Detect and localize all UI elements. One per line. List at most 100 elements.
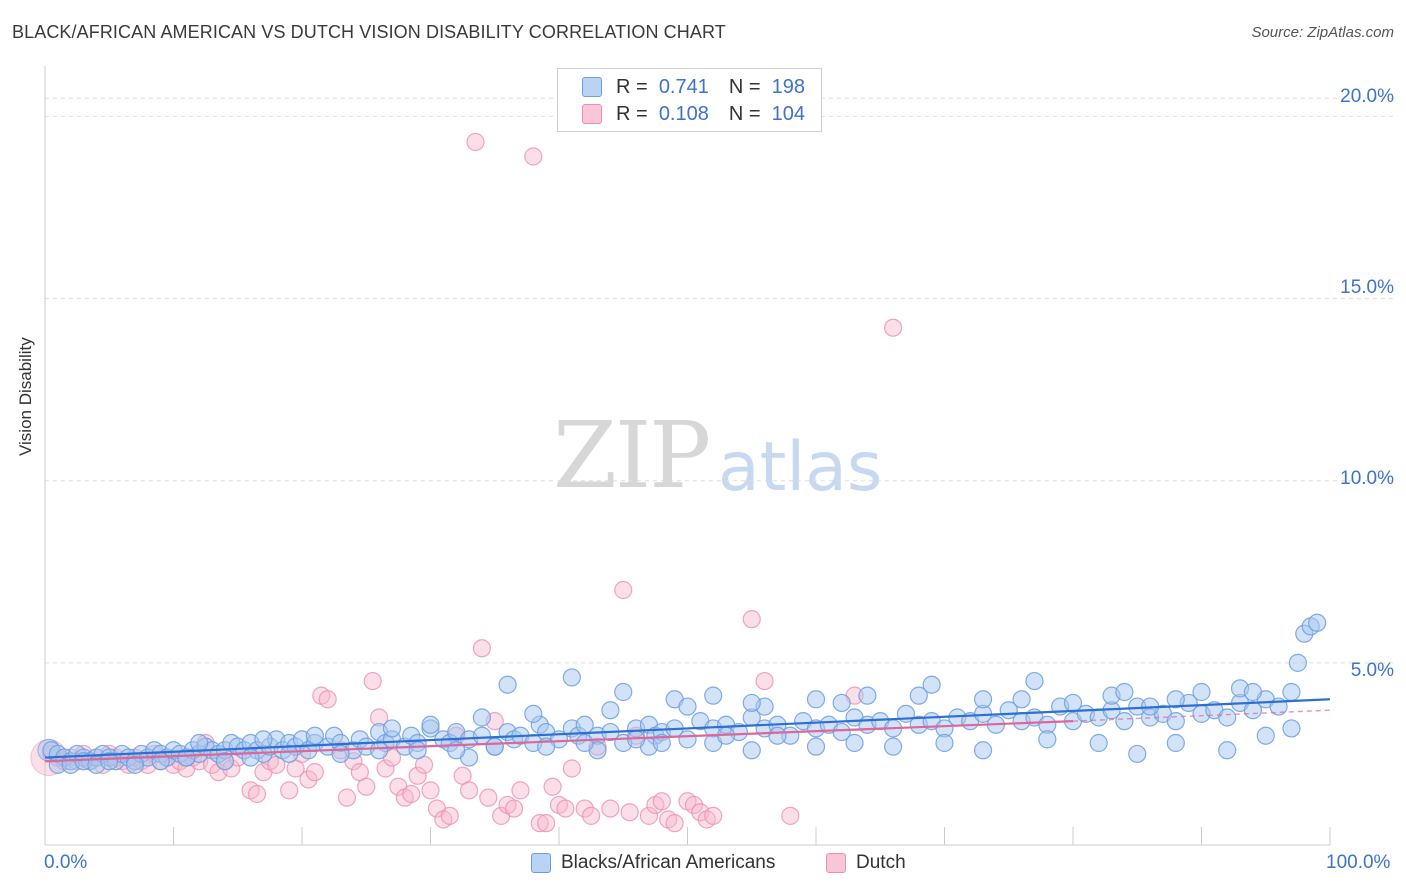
watermark-zip: ZIP: [553, 402, 711, 509]
black-point-143: [1282, 719, 1301, 738]
legend-r-value-1: 0.741: [658, 75, 709, 98]
dutch-point-96: [755, 671, 774, 691]
legend-r-label-1: R =: [616, 75, 648, 98]
black-point-163: [1256, 726, 1275, 745]
black-point-188: [215, 752, 234, 771]
black-point-168: [421, 715, 440, 734]
dutch-point-78: [575, 799, 594, 818]
legend-r-label-2: R =: [616, 102, 648, 125]
black-point-160: [1128, 744, 1147, 764]
black-point-157: [973, 741, 993, 760]
dutch-point-39: [305, 763, 324, 782]
trend-line-blacks: [44, 698, 1331, 759]
correlation-legend: R = 0.741 N = 198 R = 0.108 N = 104: [557, 68, 822, 132]
dutch-point-69: [504, 799, 524, 818]
dutch-point-71: [524, 147, 543, 166]
dutch-point-63: [466, 132, 485, 152]
dutch-point-99: [883, 318, 903, 337]
black-point-135: [922, 675, 941, 694]
black-point-154: [845, 733, 864, 753]
y-tick-label-20: 20.0%: [1340, 86, 1394, 107]
bottom-pink-swatch: [826, 853, 846, 873]
black-point-129: [614, 682, 633, 702]
dutch-point-46: [357, 777, 376, 796]
watermark-atlas: atlas: [718, 428, 883, 507]
black-point-126: [1282, 682, 1301, 702]
source-credit: Source: ZipAtlas.com: [1251, 24, 1394, 41]
black-point-161: [1166, 733, 1185, 753]
chart-title: BLACK/AFRICAN AMERICAN VS DUTCH VISION D…: [12, 22, 726, 42]
black-point-173: [742, 693, 761, 713]
dutch-point-65: [479, 788, 498, 807]
black-point-113: [1115, 712, 1134, 731]
black-point-172: [678, 697, 697, 716]
black-point-178: [1166, 690, 1185, 709]
black-point-190: [280, 744, 299, 764]
black-point-91: [832, 722, 851, 742]
dutch-point-56: [421, 781, 440, 800]
dutch-point-91: [684, 795, 704, 815]
black-point-141: [1192, 682, 1211, 702]
dutch-point-49: [376, 759, 395, 778]
black-point-136: [973, 690, 993, 709]
black-point-187: [177, 748, 196, 767]
dutch-point-83: [620, 803, 639, 822]
black-point-134: [858, 686, 877, 705]
y-tick-label-5: 5.0%: [1350, 660, 1394, 681]
black-point-177: [1115, 682, 1134, 702]
black-point-175: [909, 686, 928, 705]
black-point-165: [254, 730, 273, 749]
dutch-point-72: [530, 814, 549, 833]
dutch-point-87: [652, 792, 671, 811]
black-point-179: [1243, 682, 1263, 702]
legend-n-value-2: 104: [771, 102, 805, 125]
trend-lines: [44, 698, 1331, 763]
black-point-156: [935, 733, 954, 753]
black-point-128: [562, 668, 581, 687]
y-tick-label-10: 10.0%: [1340, 468, 1394, 489]
black-point-137: [1025, 671, 1044, 691]
legend-row-dutch: R = 0.108 N = 104: [582, 102, 805, 126]
dutch-point-95: [742, 610, 761, 629]
black-point-176: [1012, 690, 1031, 709]
black-point-169: [472, 708, 491, 727]
dutch-point-59: [440, 806, 459, 825]
dutch-point-79: [582, 806, 601, 825]
black-point-184: [100, 752, 119, 771]
dutch-point-31: [247, 784, 267, 804]
dutch-point-62: [459, 781, 479, 800]
black-point-117: [1166, 712, 1185, 731]
dutch-point-82: [614, 580, 633, 600]
dutch-point-97: [781, 806, 800, 825]
dutch-point-73: [537, 814, 556, 833]
black-point-138: [1063, 693, 1083, 713]
axes: [44, 66, 1331, 846]
black-point-155: [883, 737, 903, 756]
black-point-186: [151, 752, 170, 771]
black-point-170: [524, 704, 543, 723]
black-point-174: [832, 693, 851, 713]
black-point-121: [1218, 708, 1237, 727]
bottom-legend-label-blacks: Blacks/African Americans: [561, 852, 776, 873]
y-tick-label-15: 15.0%: [1340, 277, 1394, 298]
trend-line-dutch: [44, 720, 1074, 763]
dutch-point-54: [408, 766, 427, 785]
black-point-147: [1308, 613, 1327, 632]
black-point-131: [704, 686, 723, 705]
dutch-point-85: [639, 806, 659, 825]
black-point-189: [241, 748, 260, 767]
black-point-127: [498, 675, 517, 694]
black-point-192: [370, 741, 389, 760]
dutch-point-64: [472, 639, 491, 658]
dutch-point-74: [543, 777, 562, 796]
bottom-legend-dutch: Dutch: [826, 852, 906, 874]
black-point-185: [125, 755, 145, 774]
bottom-legend-label-dutch: Dutch: [856, 852, 906, 873]
black-point-191: [331, 744, 350, 764]
black-point-199: [652, 733, 671, 753]
black-point-133: [806, 690, 826, 709]
bottom-blue-swatch: [531, 853, 551, 873]
dutch-point-38: [299, 770, 318, 789]
dutch-point-70: [511, 781, 530, 800]
black-point-195: [485, 737, 504, 756]
